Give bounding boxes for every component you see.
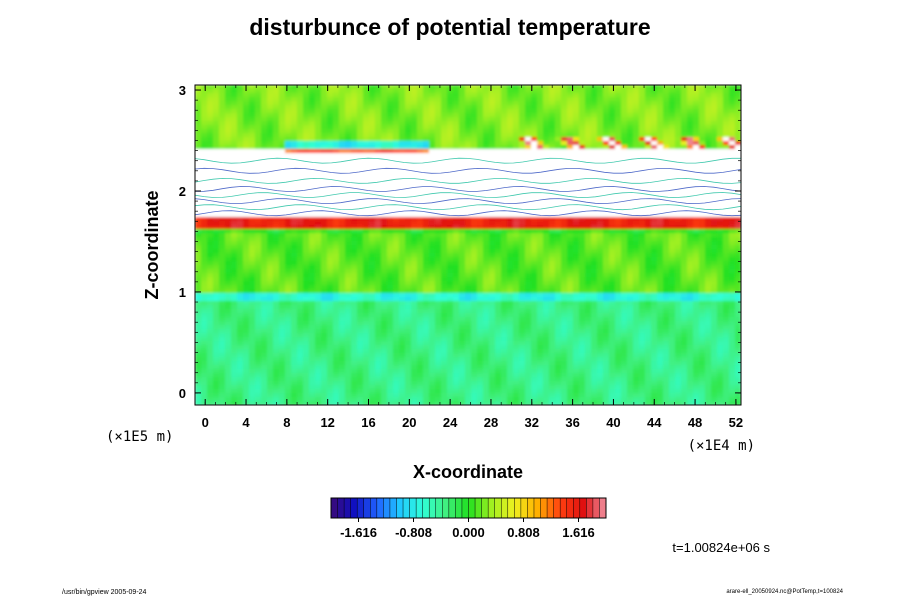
saturated-layer-lines — [195, 157, 741, 217]
colorbar-cell — [409, 498, 417, 518]
y-tick-label: 2 — [179, 184, 186, 199]
colorbar-cell — [586, 498, 594, 518]
colorbar-cell — [370, 498, 378, 518]
x-tick-label: 24 — [443, 415, 458, 430]
x-tick-label: 16 — [361, 415, 375, 430]
y-axis: 0 1 2 3 — [179, 83, 741, 401]
colorbar-cell — [514, 498, 522, 518]
x-tick-label: 8 — [283, 415, 290, 430]
colorbar-cell — [435, 498, 443, 518]
colorbar-cell — [468, 498, 476, 518]
colorbar-tick-label: 0.000 — [452, 525, 485, 540]
colorbar-cell — [533, 498, 541, 518]
colorbar-cell — [448, 498, 456, 518]
y-tick-label: 1 — [179, 285, 186, 300]
y-axis-label: Z-coordinate — [142, 190, 162, 299]
x-tick-label: 44 — [647, 415, 662, 430]
colorbar-cell — [566, 498, 574, 518]
x-tick-label: 32 — [525, 415, 539, 430]
colorbar-cell — [442, 498, 450, 518]
colorbar-cell — [573, 498, 581, 518]
heatmap-field — [195, 85, 741, 405]
colorbar-cell — [455, 498, 463, 518]
chart-title: disturbunce of potential temperature — [249, 14, 651, 40]
colorbar-cell — [527, 498, 535, 518]
x-tick-label: 12 — [320, 415, 334, 430]
x-axis-label: X-coordinate — [413, 462, 523, 482]
colorbar-cell — [376, 498, 384, 518]
x-unit-label: (×1E4 m) — [688, 438, 755, 454]
y-tick-label: 0 — [179, 386, 186, 401]
colorbar-cell — [520, 498, 528, 518]
plot-frame — [194, 84, 742, 406]
colorbar-tick-label: -0.808 — [395, 525, 432, 540]
colorbar-cell — [350, 498, 358, 518]
colorbar-cell — [507, 498, 515, 518]
footer-command: /usr/bin/gpview 2005-09-24 — [62, 589, 147, 596]
colorbar-cell — [501, 498, 509, 518]
colorbar-cell — [560, 498, 568, 518]
footer-source: arare-ell_20050924.nc@PotTemp,t=100824 — [726, 589, 843, 595]
colorbar-cell — [475, 498, 482, 518]
colorbar-tick-label: -1.616 — [340, 525, 377, 540]
x-tick-label: 28 — [484, 415, 498, 430]
x-tick-label: 4 — [242, 415, 250, 430]
colorbar-cell — [357, 498, 365, 518]
x-tick-label: 48 — [688, 415, 702, 430]
colorbar-cell — [396, 498, 404, 518]
time-stamp: t=1.00824e+06 s — [672, 540, 770, 555]
colorbar-cell — [481, 498, 489, 518]
y-unit-label: (×1E5 m) — [106, 429, 173, 445]
colorbar-cell — [337, 498, 345, 518]
colorbar-cell — [429, 498, 437, 518]
heatmap-cells — [195, 85, 741, 405]
colorbar-cell — [461, 498, 469, 518]
colorbar-cell — [592, 498, 600, 518]
colorbar-cell — [422, 498, 430, 518]
colorbar-cell — [494, 498, 502, 518]
colorbar-cell — [416, 498, 424, 518]
x-tick-label: 0 — [202, 415, 209, 430]
colorbar-cell — [540, 498, 548, 518]
colorbar-tick-label: 0.808 — [507, 525, 540, 540]
x-tick-label: 40 — [606, 415, 620, 430]
colorbar-cell — [389, 498, 397, 518]
colorbar-cell — [403, 498, 410, 518]
colorbar-cell — [553, 498, 561, 518]
colorbar-cell — [579, 498, 587, 518]
x-tick-label: 20 — [402, 415, 416, 430]
y-tick-label: 3 — [179, 83, 186, 98]
x-axis: 0 4 8 12 16 20 24 28 32 36 40 44 48 52 — [194, 85, 743, 430]
colorbar-tick-label: 1.616 — [562, 525, 595, 540]
colorbar-cell — [344, 498, 352, 518]
x-tick-label: 52 — [729, 415, 743, 430]
colorbar: -1.616 -0.808 0.000 0.808 1.616 — [330, 497, 607, 540]
colorbar-cell — [547, 498, 555, 518]
colorbar-cell — [331, 498, 338, 518]
colorbar-cell — [363, 498, 371, 518]
colorbar-cell — [383, 498, 391, 518]
x-tick-label: 36 — [565, 415, 579, 430]
colorbar-cell — [599, 498, 607, 518]
colorbar-cell — [488, 498, 496, 518]
